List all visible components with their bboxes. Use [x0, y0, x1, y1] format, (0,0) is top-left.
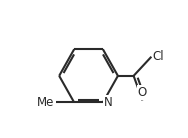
Text: O: O [138, 86, 147, 99]
Text: Me: Me [37, 96, 54, 109]
Text: Cl: Cl [153, 50, 164, 63]
Text: N: N [104, 96, 113, 109]
